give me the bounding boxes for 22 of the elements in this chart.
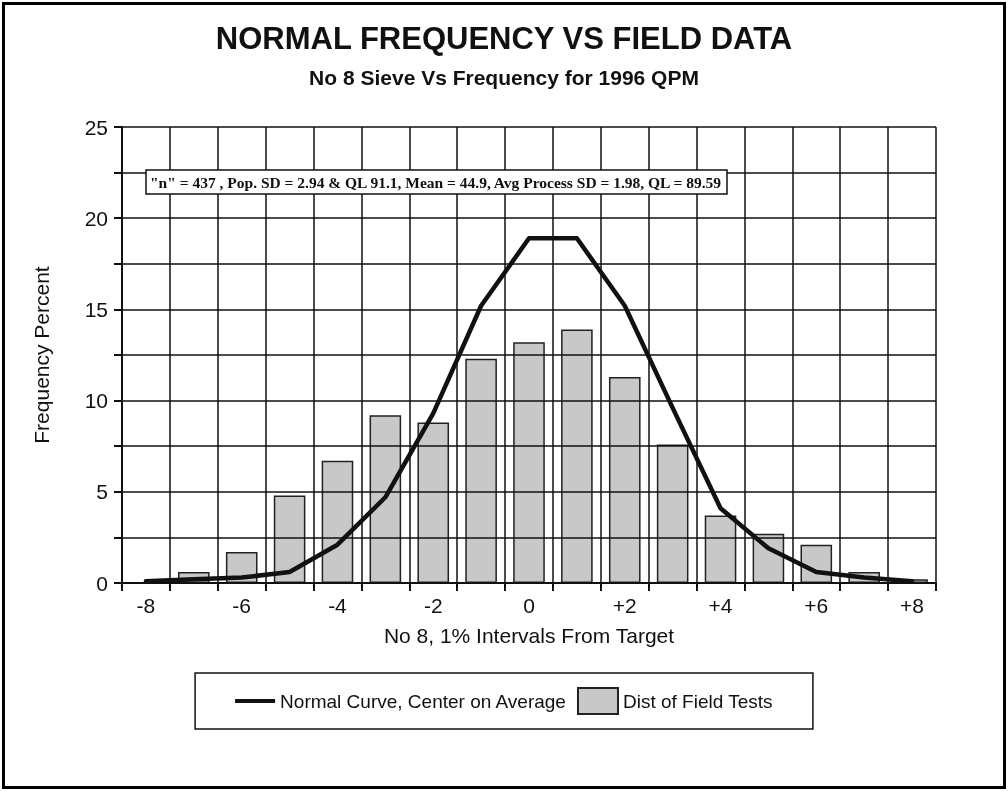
x-tick-label: -4 xyxy=(328,594,348,617)
chart-subtitle: No 8 Sieve Vs Frequency for 1996 QPM xyxy=(309,66,699,89)
x-tick-label: +6 xyxy=(804,594,829,617)
x-tick-label: -2 xyxy=(423,594,443,617)
x-tick-label: 0 xyxy=(523,594,535,617)
x-tick-label: +4 xyxy=(708,594,733,617)
y-axis-title: Frequency Percent xyxy=(30,266,53,444)
y-tick-label: 0 xyxy=(96,571,108,595)
x-tick-label: +8 xyxy=(900,594,925,617)
legend-label: Dist of Field Tests xyxy=(622,690,773,712)
annotation: "n" = 437 , Pop. SD = 2.94 & QL 91.1, Mean = 44.9, Avg Process SD = 1.98, QL = 89.59 xyxy=(150,173,722,191)
y-tick-label: 20 xyxy=(84,206,108,230)
chart-title: NORMAL FREQUENCY VS FIELD DATA xyxy=(215,21,793,56)
y-tick-label: 25 xyxy=(84,115,108,139)
y-tick-label: 15 xyxy=(84,297,108,321)
x-tick-label: -8 xyxy=(136,594,156,617)
legend-label: Normal Curve, Center on Average xyxy=(280,690,566,712)
x-tick-label: +2 xyxy=(612,594,637,617)
x-tick-label: -6 xyxy=(232,594,252,617)
y-tick-label: 5 xyxy=(96,480,108,504)
y-tick-label: 10 xyxy=(84,389,108,413)
x-axis-title: No 8, 1% Intervals From Target xyxy=(383,624,675,647)
